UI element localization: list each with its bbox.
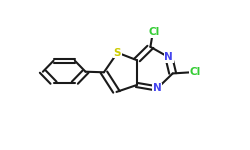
Text: Cl: Cl: [148, 27, 160, 38]
Text: Cl: Cl: [190, 67, 201, 77]
Text: N: N: [153, 83, 162, 93]
Text: N: N: [164, 52, 173, 62]
Text: S: S: [114, 48, 121, 58]
